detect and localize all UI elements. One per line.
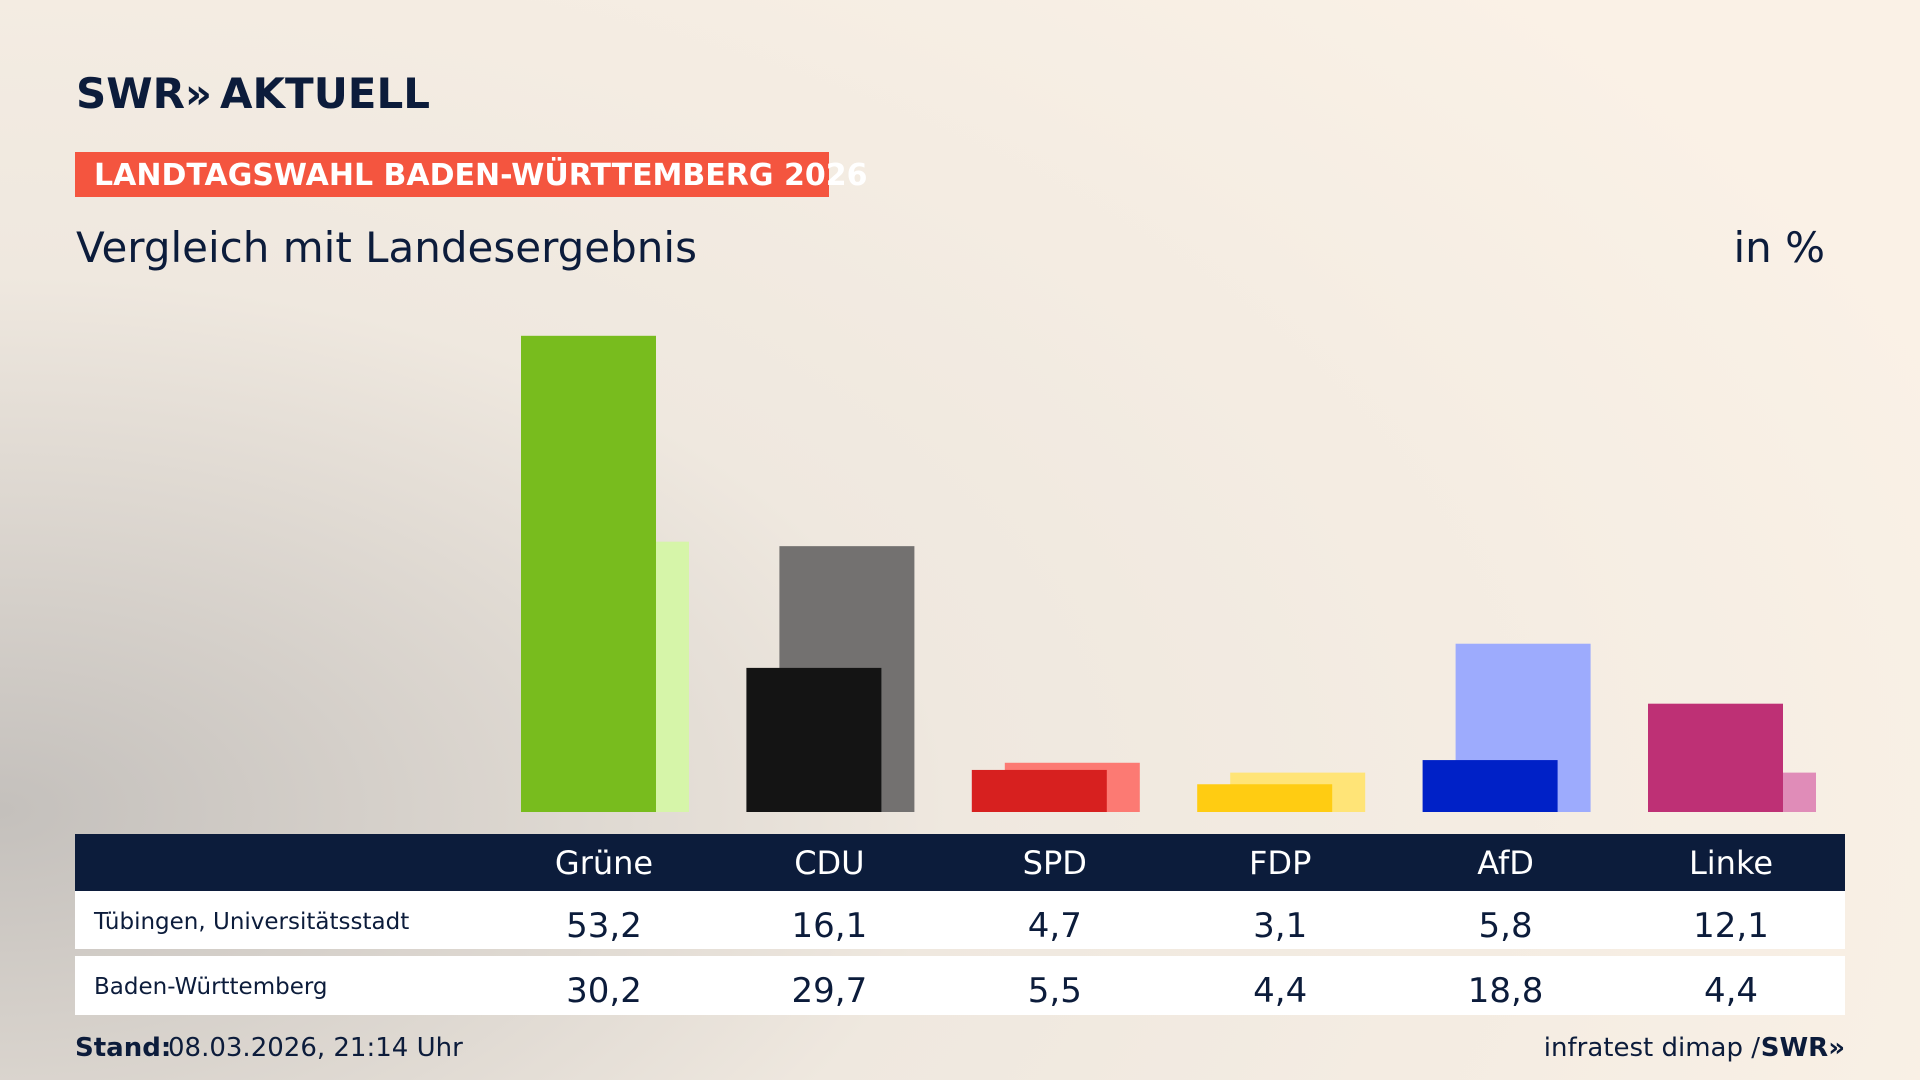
column-header: Grüne (555, 844, 653, 882)
value-label: 5,5 (1028, 971, 1082, 1011)
value-label: 4,4 (1704, 971, 1758, 1011)
bar (1422, 760, 1558, 812)
value-label: 16,1 (792, 906, 868, 946)
banner-bg (75, 152, 829, 197)
bar (746, 667, 882, 812)
source-brand: SWR» (1761, 1033, 1845, 1063)
bar (1648, 703, 1783, 812)
chart-title: Vergleich mit Landesergebnis (76, 223, 697, 272)
source: infratest dimap / (1544, 1033, 1760, 1063)
logo-name: AKTUELL (220, 69, 430, 118)
value-label: 4,7 (1028, 906, 1082, 946)
value-label: 29,7 (792, 971, 868, 1011)
bar (1197, 784, 1333, 812)
stand-label: Stand: (75, 1033, 171, 1063)
value-label: 30,2 (566, 971, 642, 1011)
value-label: 18,8 (1468, 971, 1544, 1011)
table-row (75, 956, 1845, 1015)
column-header: AfD (1477, 844, 1534, 882)
bar (521, 335, 656, 812)
bar (971, 769, 1107, 812)
column-header: SPD (1023, 844, 1087, 882)
column-header: CDU (794, 844, 864, 882)
value-label: 5,8 (1479, 906, 1533, 946)
value-label: 53,2 (566, 906, 642, 946)
value-label: 12,1 (1693, 906, 1769, 946)
value-label: 3,1 (1253, 906, 1307, 946)
banner: LANDTAGSWAHL BADEN-WÜRTTEMBERG 2026 (94, 156, 867, 193)
table-header (75, 834, 1845, 891)
stand: 08.03.2026, 21:14 Uhr (168, 1033, 463, 1063)
value-label: 4,4 (1253, 971, 1307, 1011)
logo-brand: SWR» (76, 69, 212, 118)
column-header: FDP (1249, 844, 1311, 882)
table-row (75, 891, 1845, 949)
row-label: Tübingen, Universitätsstadt (93, 909, 409, 935)
row-label: Baden-Württemberg (94, 974, 328, 1000)
column-header: Linke (1689, 844, 1773, 882)
unit-label: in % (1733, 223, 1825, 272)
